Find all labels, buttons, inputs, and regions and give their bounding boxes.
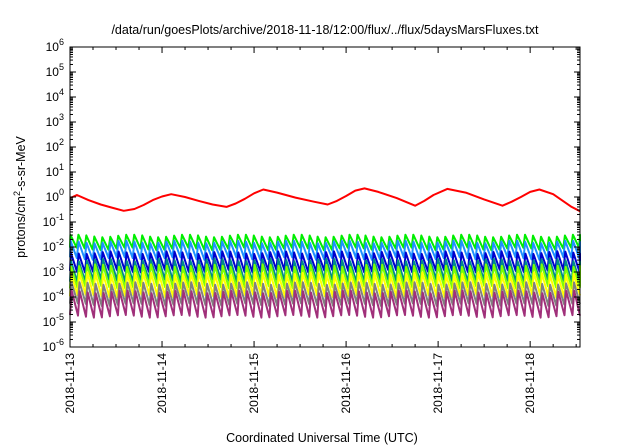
y-tick-label: 10-5 xyxy=(43,312,64,329)
y-tick-label: 102 xyxy=(46,137,64,154)
y-tick-label: 10-4 xyxy=(43,287,64,304)
y-axis-label-prefix: protons/cm xyxy=(14,196,28,258)
x-axis: 2018-11-13 2018-11-14 2018-11-15 2018-11-16… xyxy=(63,47,577,414)
x-tick-label: 2018-11-15 xyxy=(247,353,261,414)
series-layer xyxy=(69,187,581,319)
y-tick-label: 105 xyxy=(46,62,64,79)
y-axis-label-sup: 2 xyxy=(12,191,22,196)
chart-title: /data/run/goesPlots/archive/2018-11-18/1… xyxy=(111,23,539,37)
y-tick-label: 10-6 xyxy=(43,337,64,354)
x-tick-label: 2018-11-14 xyxy=(155,353,169,414)
y-tick-label: 10-1 xyxy=(43,212,64,229)
y-tick-label: 100 xyxy=(46,187,64,204)
y-tick-label: 101 xyxy=(46,162,64,179)
series-line xyxy=(69,250,581,274)
series-line xyxy=(69,187,581,213)
y-tick-label: 103 xyxy=(46,112,64,129)
x-axis-label: Coordinated Universal Time (UTC) xyxy=(226,431,418,445)
y-tick-label: 10-2 xyxy=(43,237,64,254)
y-axis-label-suffix: -s-sr-MeV xyxy=(14,135,28,191)
x-tick-label: 2018-11-17 xyxy=(431,353,445,414)
x-tick-label: 2018-11-16 xyxy=(339,353,353,414)
x-tick-label: 2018-11-18 xyxy=(523,353,537,414)
y-tick-label: 10-3 xyxy=(43,262,64,279)
series-line xyxy=(69,239,581,261)
x-tick-label: 2018-11-13 xyxy=(63,353,77,414)
series-line xyxy=(69,271,581,299)
series-line xyxy=(69,289,581,319)
series-line xyxy=(69,281,581,307)
y-axis-label: protons/cm2-s-sr-MeV xyxy=(12,135,28,257)
y-tick-label: 104 xyxy=(46,87,64,104)
y-axis: 10-6 10-5 10-4 10-3 10-2 10-1 100 101 102 103 104 1… xyxy=(43,37,580,354)
y-tick-label: 106 xyxy=(46,37,64,54)
